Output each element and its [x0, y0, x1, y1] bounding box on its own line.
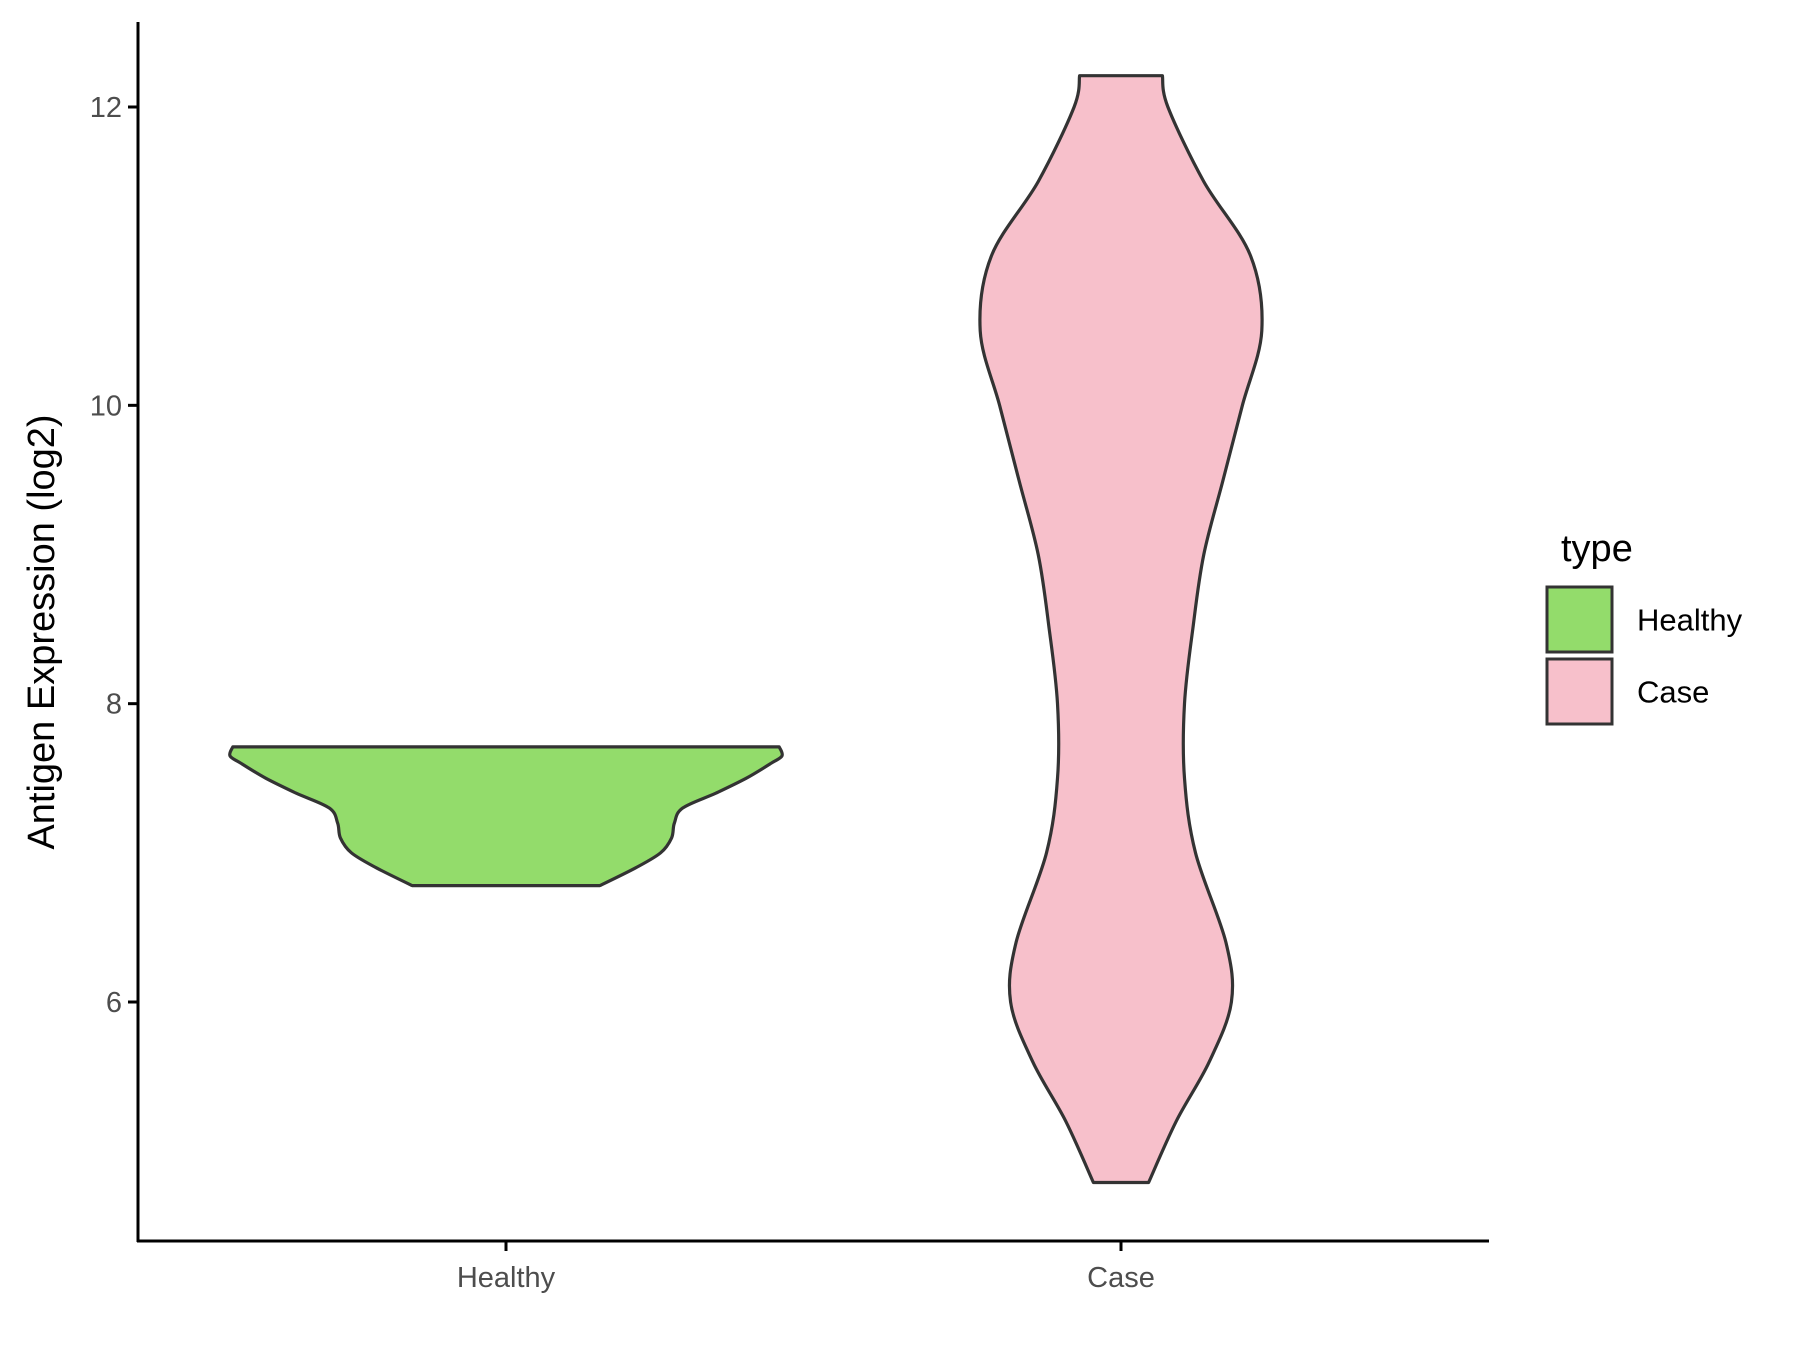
- x-tick-label: Healthy: [457, 1262, 556, 1294]
- legend-key-case: [1545, 657, 1614, 726]
- y-tick-label: 6: [106, 987, 122, 1019]
- legend-label-case: Case: [1637, 675, 1709, 710]
- x-tick-label: Case: [1087, 1262, 1155, 1294]
- legend-label-healthy: Healthy: [1637, 603, 1743, 638]
- legend: type Healthy Case: [1545, 528, 1743, 726]
- legend-title: type: [1561, 528, 1633, 570]
- axes: 6 8 10 12 Healthy Case Antigen Expression (l…: [21, 22, 1489, 1294]
- y-tick-label: 10: [90, 390, 122, 422]
- violin-case: [978, 74, 1264, 1185]
- violin-healthy: [228, 745, 784, 888]
- legend-key-healthy: [1545, 585, 1614, 654]
- violins-layer: [228, 74, 1264, 1185]
- y-ticks: 6 8 10 12: [90, 92, 138, 1019]
- y-axis-title: Antigen Expression (log2): [21, 414, 63, 849]
- x-ticks: Healthy Case: [457, 1241, 1155, 1294]
- y-tick-label: 8: [106, 689, 122, 721]
- y-tick-label: 12: [90, 92, 122, 124]
- legend-items: Healthy Case: [1545, 585, 1743, 726]
